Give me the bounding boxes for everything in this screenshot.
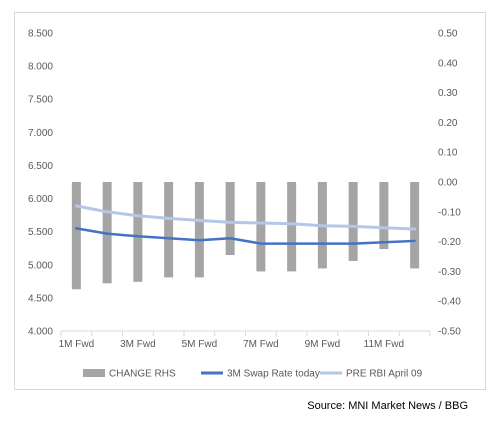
x-tick-label: 11M Fwd [364, 339, 404, 350]
y-right-tick-label: 0.00 [438, 178, 458, 189]
chart-frame: 4.000 4.500 5.000 5.500 6.000 6.500 7.000 7.500… [14, 12, 486, 390]
source-note: Source: MNI Market News / BBG [307, 400, 468, 412]
y-right-tick-label: -0.50 [438, 327, 461, 338]
y-left-tick-label: 5.000 [28, 260, 53, 271]
x-tick-label: 3M Fwd [120, 339, 156, 350]
y-left-tick-label: 6.000 [28, 194, 53, 205]
y-right-tick-label: -0.10 [438, 207, 461, 218]
bar-change-rhs [133, 182, 143, 282]
y-left-tick-label: 8.000 [28, 62, 53, 73]
line-pre-rbi-april-09 [74, 204, 417, 231]
x-tick-label: 5M Fwd [182, 339, 218, 350]
x-tick-label: 7M Fwd [243, 339, 279, 350]
legend-swatch-change-rhs [83, 369, 105, 377]
line-3m-swap-rate-today [75, 227, 416, 245]
y-left-tick-label: 8.500 [28, 29, 53, 40]
bar-change-rhs [348, 182, 358, 261]
x-tick-label: 9M Fwd [305, 339, 341, 350]
y-left-tick-label: 4.000 [28, 327, 53, 338]
bar-change-rhs [256, 182, 266, 272]
y-right-tick-label: 0.40 [438, 58, 458, 69]
y-right-tick-label: 0.50 [438, 29, 458, 40]
legend-label: PRE RBI April 09 [346, 369, 423, 380]
combo-chart: 4.000 4.500 5.000 5.500 6.000 6.500 7.000 7.500… [28, 29, 461, 380]
y-left-tick-label: 7.000 [28, 128, 53, 139]
y-right-tick-label: -0.30 [438, 267, 461, 278]
y-left-tick-label: 5.500 [28, 227, 53, 238]
y-right-tick-label: 0.30 [438, 88, 458, 99]
y-right-tick-label: -0.40 [438, 297, 461, 308]
y-left-tick-label: 4.500 [28, 293, 53, 304]
bar-change-rhs [410, 182, 420, 269]
x-tick-label: 1M Fwd [59, 339, 95, 350]
bar-change-rhs [225, 182, 235, 256]
bar-change-rhs [287, 182, 297, 272]
legend-label: 3M Swap Rate today [227, 369, 320, 380]
legend-label: CHANGE RHS [109, 369, 176, 380]
y-right-tick-label: -0.20 [438, 237, 461, 248]
bar-change-rhs [379, 182, 389, 250]
y-right-tick-label: 0.10 [438, 148, 458, 159]
y-left-tick-label: 6.500 [28, 161, 53, 172]
bar-change-rhs [194, 182, 204, 278]
bar-change-rhs [71, 182, 81, 290]
y-right-tick-label: 0.20 [438, 118, 458, 129]
bar-change-rhs [164, 182, 174, 278]
y-left-tick-label: 7.500 [28, 95, 53, 106]
